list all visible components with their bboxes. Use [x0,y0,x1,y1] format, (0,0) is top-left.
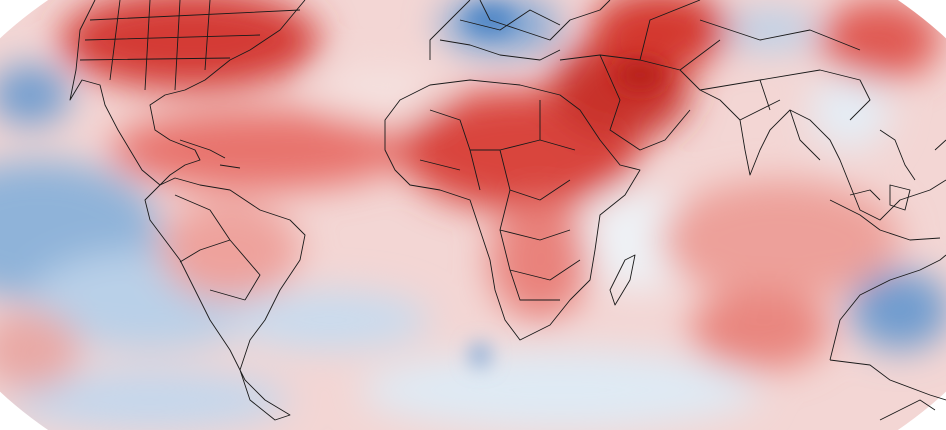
south-america-outline [144,177,306,421]
asia-borders [679,19,861,161]
country-borders [69,0,946,421]
indonesia-outline [829,184,941,241]
south-america-borders [174,194,261,301]
north-america-outline [69,0,306,186]
asia-outline [559,0,946,221]
africa-borders [419,100,581,301]
australia-outline [829,254,946,401]
africa-outline [384,79,641,341]
madagascar-outline [609,254,636,306]
new-zealand-outline [879,399,936,421]
us-state-grid [79,0,301,91]
japan-outline [879,129,946,181]
europe-outline [429,0,611,61]
caribbean-outline [179,139,241,169]
